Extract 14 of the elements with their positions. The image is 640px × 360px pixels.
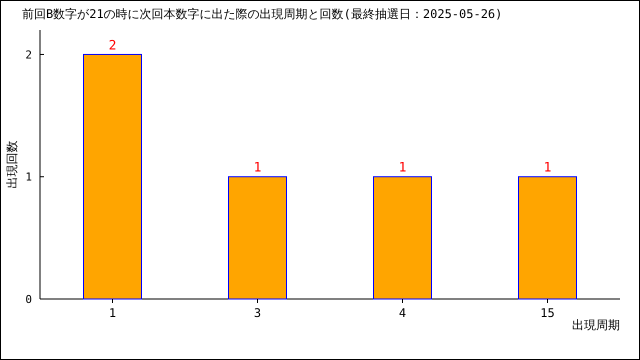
x-tick-label: 3 xyxy=(254,306,262,320)
x-axis-title: 出現周期 xyxy=(572,318,620,332)
chart-title: 前回B数字が21の時に次回本数字に出た際の出現周期と回数(最終抽選日：2025-05-26) xyxy=(22,7,502,21)
x-tick-label: 1 xyxy=(108,306,116,320)
x-tick-label: 15 xyxy=(540,306,555,320)
x-tick-label: 4 xyxy=(398,306,406,320)
data-label: 2 xyxy=(108,38,116,54)
data-label: 1 xyxy=(544,160,552,176)
y-tick-label: 0 xyxy=(25,293,32,306)
y-tick-label: 1 xyxy=(25,170,32,184)
y-tick-label: 2 xyxy=(25,48,32,62)
data-label: 1 xyxy=(254,160,262,176)
y-axis-title: 出現回数 xyxy=(5,140,19,188)
data-label: 1 xyxy=(398,160,406,176)
